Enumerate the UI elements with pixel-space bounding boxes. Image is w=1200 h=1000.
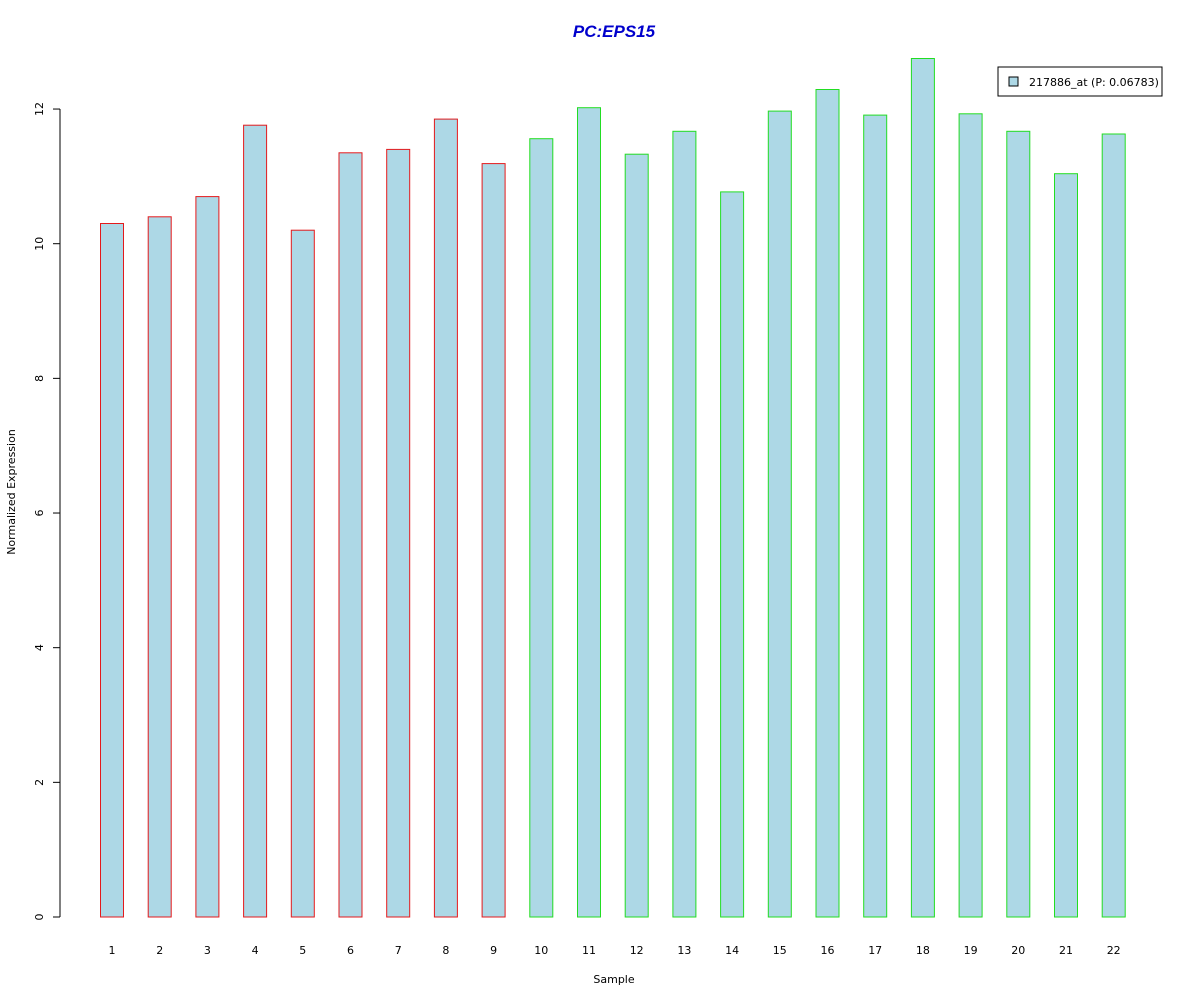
x-axis-tick-label: 8 bbox=[442, 944, 449, 957]
x-axis-tick-label: 18 bbox=[916, 944, 930, 957]
y-axis: 0 2 4 6 8 10 12 bbox=[33, 102, 61, 921]
x-axis-tick-label: 16 bbox=[821, 944, 835, 957]
x-axis-tick-label: 2 bbox=[156, 944, 163, 957]
x-axis-tick-label: 14 bbox=[725, 944, 739, 957]
x-axis-tick-label: 5 bbox=[299, 944, 306, 957]
bar-sample-14 bbox=[720, 191, 745, 918]
bar-sample-19 bbox=[958, 113, 983, 918]
x-axis-tick-label: 21 bbox=[1059, 944, 1073, 957]
bar-sample-3 bbox=[195, 196, 220, 918]
bar-sample-21 bbox=[1054, 173, 1078, 918]
bar-sample-22 bbox=[1101, 133, 1126, 918]
x-axis-tick-label: 9 bbox=[490, 944, 497, 957]
y-axis-tick-label: 6 bbox=[33, 510, 46, 517]
bar-sample-18 bbox=[910, 58, 935, 918]
x-axis-tick-label: 17 bbox=[868, 944, 882, 957]
x-axis-tick-label: 6 bbox=[347, 944, 354, 957]
x-axis-tick-label: 11 bbox=[582, 944, 596, 957]
bar-sample-13 bbox=[672, 130, 697, 918]
bar-sample-7 bbox=[386, 148, 411, 918]
y-axis-label: Normalized Expression bbox=[5, 429, 18, 555]
bar-sample-9 bbox=[481, 163, 506, 918]
bar-sample-5 bbox=[290, 229, 315, 918]
y-axis-tick-label: 10 bbox=[33, 237, 46, 251]
y-axis-tick-label: 4 bbox=[33, 644, 46, 651]
x-axis-tick-label: 13 bbox=[677, 944, 691, 957]
x-axis-tick-label: 4 bbox=[252, 944, 259, 957]
bar-sample-20 bbox=[1006, 130, 1031, 918]
x-axis-tick-label: 12 bbox=[630, 944, 644, 957]
bar-sample-11 bbox=[577, 107, 601, 918]
legend-entry-label: 217886_at (P: 0.06783) bbox=[1029, 76, 1159, 89]
y-axis-tick-label: 12 bbox=[33, 102, 46, 116]
bars bbox=[100, 58, 1126, 918]
bar-sample-15 bbox=[767, 110, 792, 918]
x-axis-tick-label: 22 bbox=[1107, 944, 1121, 957]
x-axis-tick-label: 10 bbox=[534, 944, 548, 957]
legend: 217886_at (P: 0.06783) bbox=[997, 66, 1163, 97]
x-axis-tick-labels: 1 2 3 4 5 6 7 8 9 10 11 12 13 14 15 16 17 18 19 20 21 22 bbox=[109, 944, 1121, 957]
bar-sample-16 bbox=[815, 89, 840, 918]
y-axis-tick-label: 2 bbox=[33, 779, 46, 786]
chart-title: PC:EPS15 bbox=[573, 22, 656, 41]
bar-sample-4 bbox=[243, 124, 268, 918]
bar-sample-8 bbox=[433, 118, 458, 918]
bar-sample-1 bbox=[100, 223, 124, 918]
bar-sample-2 bbox=[147, 216, 172, 918]
bar-sample-6 bbox=[338, 152, 363, 918]
bar-sample-17 bbox=[863, 114, 888, 918]
x-axis-tick-label: 20 bbox=[1011, 944, 1025, 957]
x-axis-tick-label: 15 bbox=[773, 944, 787, 957]
bar-sample-12 bbox=[624, 153, 649, 918]
x-axis-tick-label: 7 bbox=[395, 944, 402, 957]
y-axis-tick-label: 8 bbox=[33, 375, 46, 382]
legend-box bbox=[997, 66, 1163, 97]
bar-sample-10 bbox=[529, 138, 554, 918]
x-axis-label: Sample bbox=[593, 973, 634, 986]
x-axis-tick-label: 1 bbox=[109, 944, 116, 957]
x-axis-tick-label: 19 bbox=[964, 944, 978, 957]
x-axis-tick-label: 3 bbox=[204, 944, 211, 957]
legend-swatch bbox=[1008, 76, 1019, 87]
y-axis-tick-label: 0 bbox=[33, 914, 46, 921]
